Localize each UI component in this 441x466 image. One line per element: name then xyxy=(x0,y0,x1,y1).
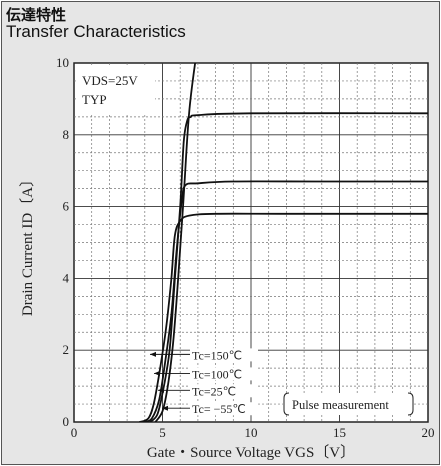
chart-title-japanese: 伝達特性 xyxy=(6,6,67,24)
y-tick-label: 0 xyxy=(63,414,70,429)
ticks: 0 5 10 15 20 0 2 4 6 8 10 xyxy=(56,55,435,440)
legend-label: Tc=100℃ xyxy=(192,367,242,381)
y-tick-label: 4 xyxy=(63,270,70,285)
note-box xyxy=(283,393,414,415)
legend-label: Tc= −55℃ xyxy=(192,402,246,416)
x-tick-label: 0 xyxy=(71,425,78,440)
legend-label: Tc=150℃ xyxy=(192,348,242,362)
x-tick-label: 10 xyxy=(245,425,258,440)
legend-label-bg xyxy=(190,367,258,381)
legend-arrow xyxy=(162,405,168,411)
y-tick-label: 6 xyxy=(63,199,70,214)
y-tick-label: 8 xyxy=(63,127,70,142)
legend-label-bg xyxy=(190,384,258,398)
conditions-box xyxy=(77,67,155,113)
chart-title-english: Transfer Characteristics xyxy=(6,22,186,41)
note-bracket-right xyxy=(407,392,414,416)
series-group xyxy=(139,63,428,422)
legend-arrow xyxy=(150,351,156,357)
legend-label: Tc=25℃ xyxy=(192,384,236,398)
note-bracket-left xyxy=(283,392,290,416)
legend-label-bg xyxy=(190,402,258,416)
x-tick-label: 20 xyxy=(422,425,435,440)
series-line-0 xyxy=(139,212,428,422)
x-tick-label: 5 xyxy=(159,425,166,440)
x-axis-label: Gate・Source Voltage VGS〔V〕 xyxy=(147,444,355,461)
grid xyxy=(74,63,428,422)
condition-typ: TYP xyxy=(82,92,107,107)
condition-vds: VDS=25V xyxy=(82,73,138,88)
series-line-2 xyxy=(149,112,428,422)
legend-label-bg xyxy=(190,348,258,362)
pulse-measurement-note: Pulse measurement xyxy=(292,398,389,412)
legend-arrow xyxy=(158,387,164,393)
x-tick-label: 15 xyxy=(333,425,346,440)
legend-arrow xyxy=(154,370,160,376)
y-tick-label: 10 xyxy=(56,55,69,70)
legend: Tc=150℃ Tc=100℃ Tc=25℃ Tc= −55℃ xyxy=(150,348,258,416)
y-tick-label: 2 xyxy=(63,342,70,357)
y-axis-label: Drain Current ID〔A〕 xyxy=(19,172,36,316)
